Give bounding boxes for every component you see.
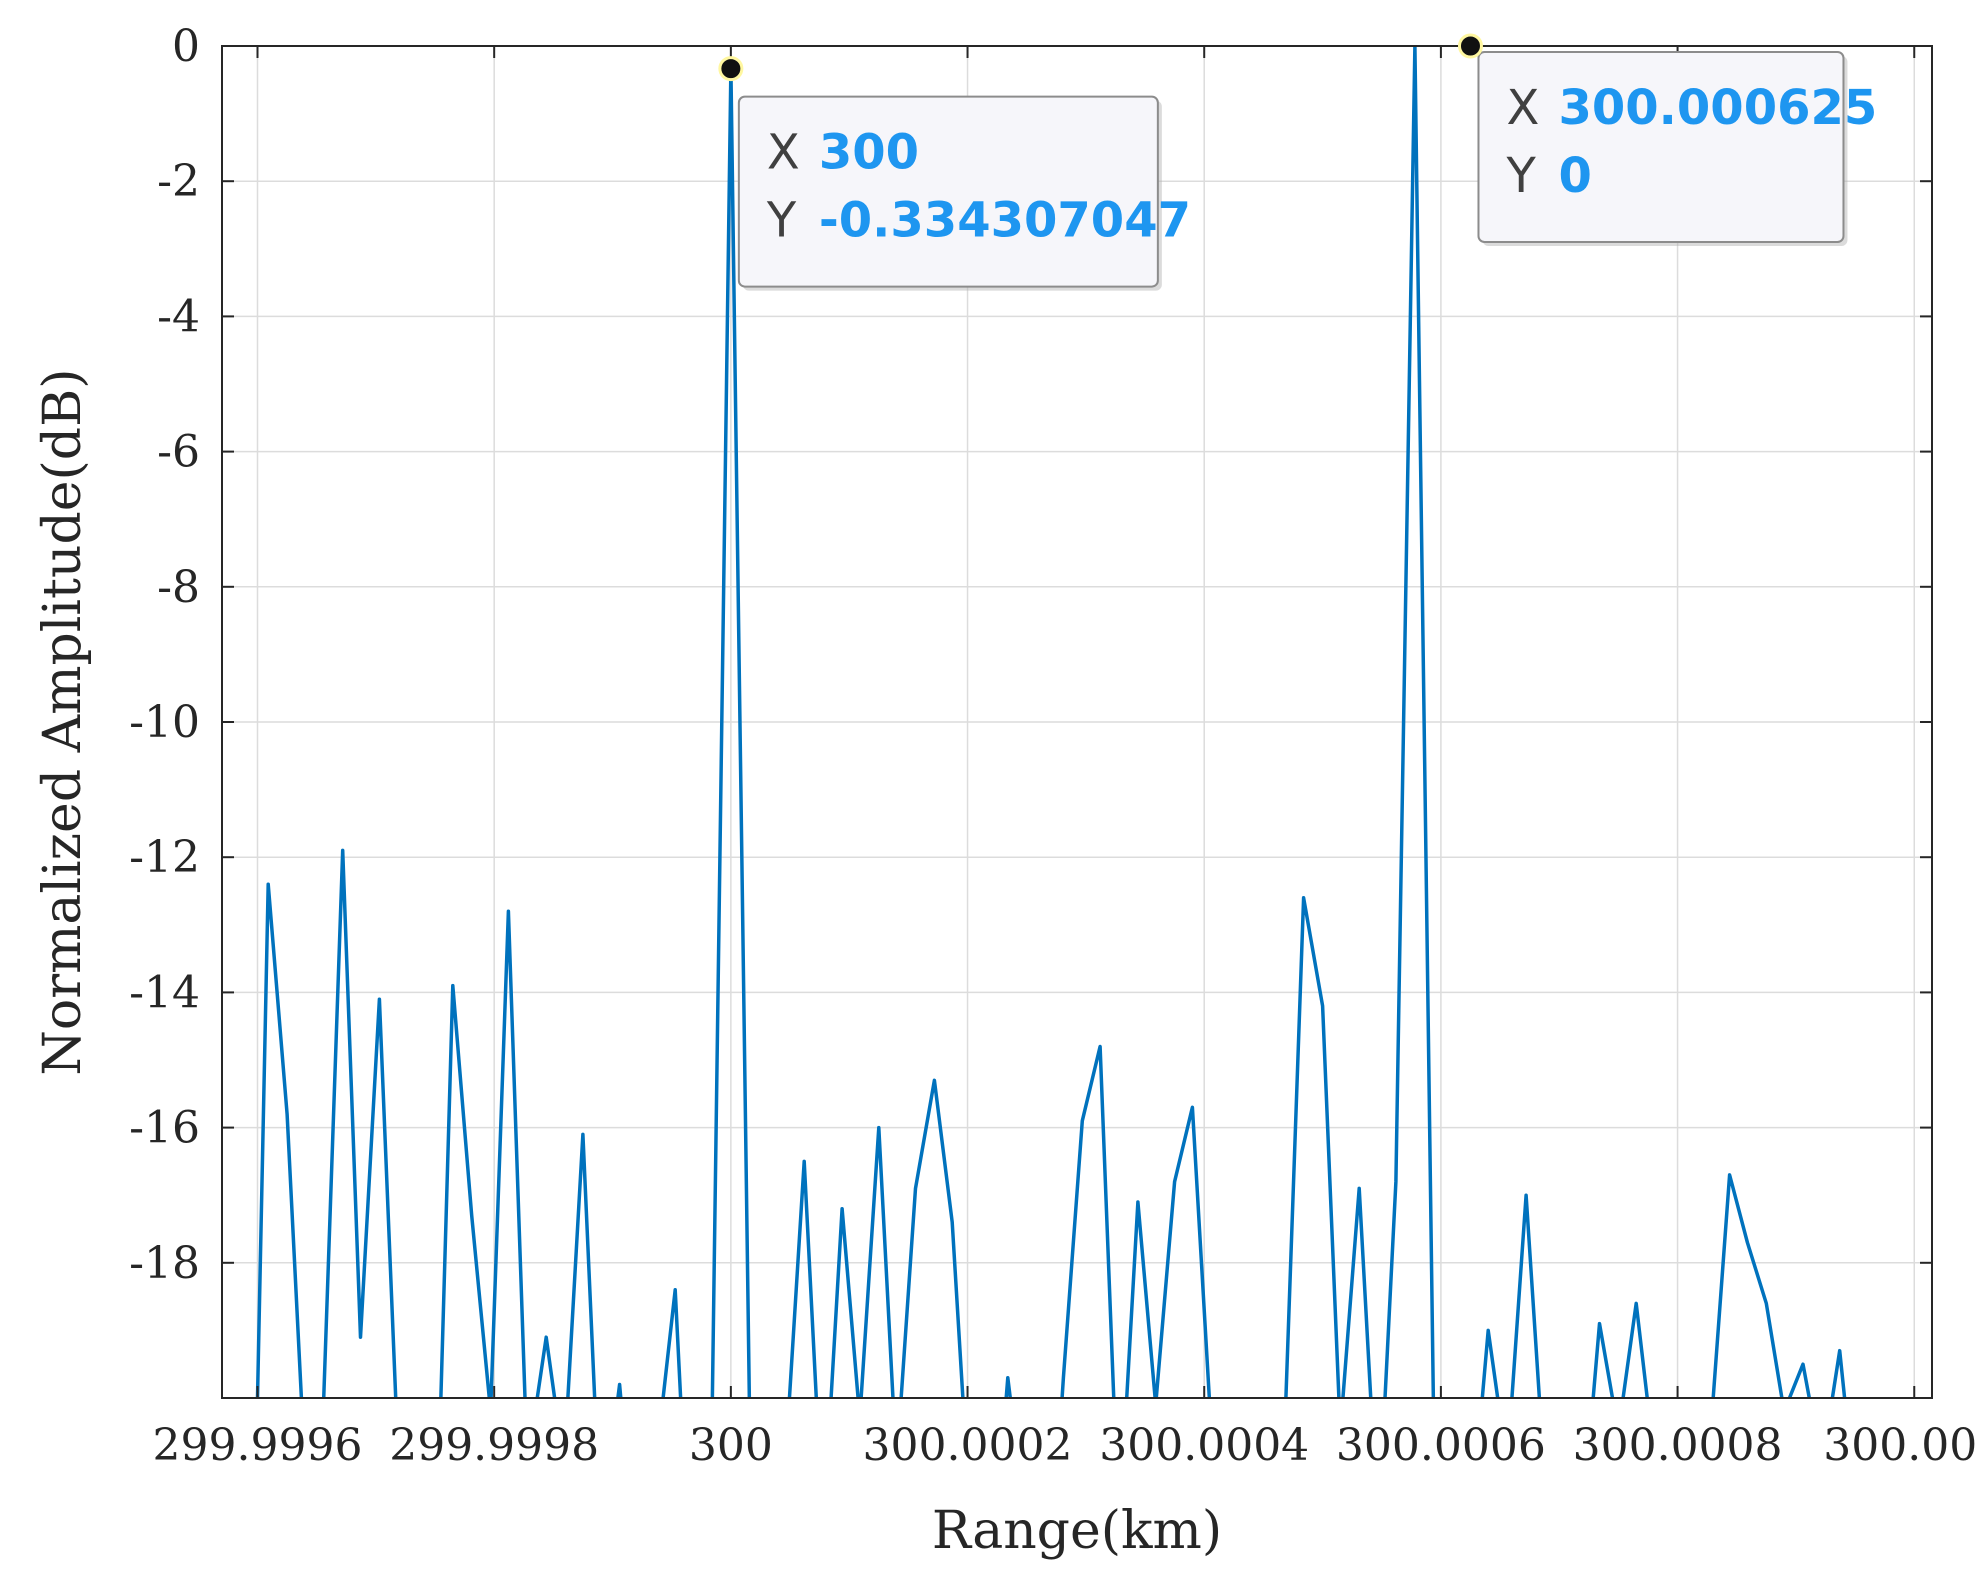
x-axis-title: Range(km) (932, 1501, 1222, 1561)
datatip-marker[interactable] (1457, 33, 1483, 59)
datatip[interactable]: X 300.000625 Y 0 (1457, 33, 1877, 246)
datatip-y-value: 0 (1558, 148, 1591, 204)
x-tick-label: 300 (689, 1420, 773, 1471)
y-axis-title: Normalized Amplitude(dB) (33, 368, 93, 1075)
y-tick-label: -14 (129, 967, 200, 1018)
x-tick-label: 300.0004 (1099, 1420, 1309, 1471)
datatip-box (1477, 51, 1845, 243)
tick-labels: 299.9996 299.9998 300 300.0002 300.0004 300.0… (129, 21, 1981, 1471)
y-tick-label: -8 (157, 562, 200, 613)
ticks (222, 45, 1932, 1398)
x-tick-label: 300.0008 (1573, 1420, 1783, 1471)
y-tick-label: -18 (129, 1238, 200, 1289)
y-tick-label: -12 (129, 832, 200, 883)
datatip-y-label: Y (1505, 148, 1536, 204)
datatip-marker[interactable] (718, 56, 744, 82)
x-tick-label: 300.0006 (1336, 1420, 1546, 1471)
y-tick-label: -2 (157, 156, 200, 207)
y-tick-label: -4 (157, 291, 200, 342)
datatip-y-value: -0.334307047 (819, 193, 1191, 249)
y-tick-label: 0 (172, 21, 200, 72)
datatip-x-value: 300 (819, 125, 919, 181)
datatip-box (737, 95, 1159, 288)
y-tick-label: -10 (129, 697, 200, 748)
datatip-x-label: X (1506, 80, 1539, 136)
x-tick-label: 300.001 (1823, 1420, 1981, 1471)
x-tick-label: 299.9996 (153, 1420, 363, 1471)
datatip-x-value: 300.000625 (1558, 80, 1877, 136)
y-tick-label: -6 (157, 427, 200, 478)
datatip[interactable]: X 300 Y -0.334307047 (718, 56, 1191, 291)
series-layer (255, 46, 1847, 1398)
datatip-y-label: Y (766, 193, 797, 249)
x-tick-label: 300.0002 (863, 1420, 1073, 1471)
x-tick-label: 299.9998 (389, 1420, 599, 1471)
datatip-x-label: X (767, 125, 800, 181)
y-tick-label: -16 (129, 1103, 200, 1154)
series-line (255, 46, 1847, 1398)
